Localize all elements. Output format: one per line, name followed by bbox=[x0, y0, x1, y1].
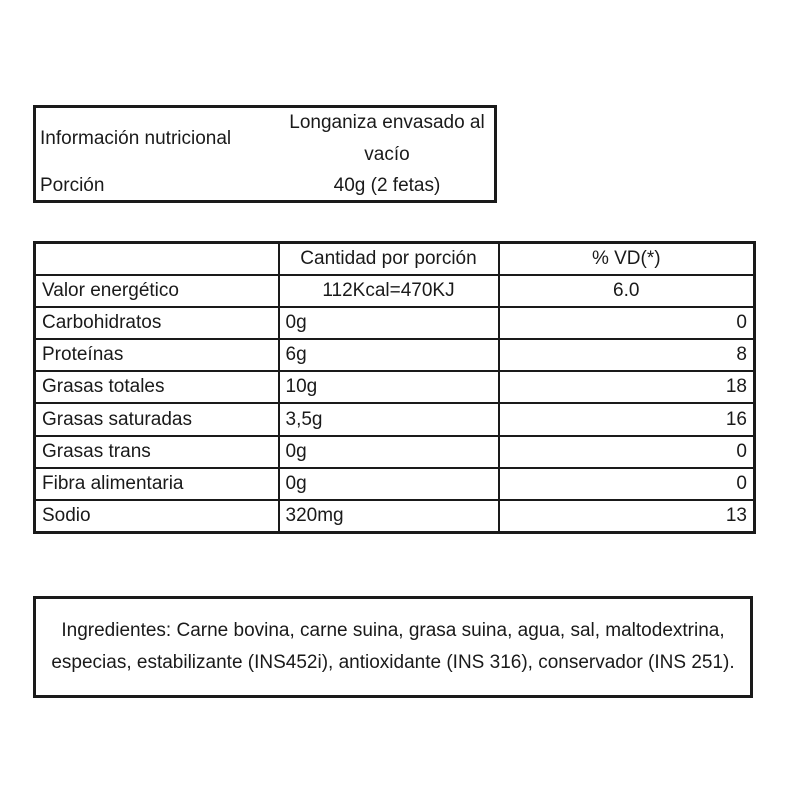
table-row-sodium: Sodio 320mg 13 bbox=[33, 498, 756, 534]
nutrient-vd: 0 bbox=[497, 306, 756, 341]
nutrient-label: Grasas totales bbox=[33, 370, 280, 405]
nutrient-amount: 6g bbox=[277, 338, 500, 373]
table-row-proteins: Proteínas 6g 8 bbox=[33, 338, 756, 373]
table-row-carbohydrates: Carbohidratos 0g 0 bbox=[33, 306, 756, 341]
table-row-saturated-fat: Grasas saturadas 3,5g 16 bbox=[33, 402, 756, 437]
nutrient-vd: 18 bbox=[497, 370, 756, 405]
portion-label: Porción bbox=[40, 175, 105, 196]
table-row-energy: Valor energético 112Kcal=470KJ 6.0 bbox=[33, 274, 756, 309]
nutrient-amount: 112Kcal=470KJ bbox=[277, 274, 500, 309]
info-title: Información nutricional bbox=[40, 128, 232, 149]
table-header-row: Cantidad por porción % VD(*) bbox=[33, 241, 756, 277]
header-table: Información nutricional Longaniza envasa… bbox=[33, 105, 497, 203]
nutrient-vd: 16 bbox=[497, 402, 756, 437]
nutrient-vd: 6.0 bbox=[497, 274, 756, 309]
nutrient-label: Proteínas bbox=[33, 338, 280, 373]
product-name: Longaniza envasado al vacío bbox=[289, 112, 485, 165]
table-row-trans-fat: Grasas trans 0g 0 bbox=[33, 434, 756, 469]
nutrient-amount: 10g bbox=[277, 370, 500, 405]
empty-header-cell bbox=[33, 241, 280, 277]
nutrient-amount: 3,5g bbox=[277, 402, 500, 437]
ingredients-box: Ingredientes: Carne bovina, carne suina,… bbox=[33, 596, 753, 698]
nutrient-amount: 320mg bbox=[277, 498, 500, 534]
nutrient-amount: 0g bbox=[277, 466, 500, 501]
nutrient-amount: 0g bbox=[277, 434, 500, 469]
table-row-total-fat: Grasas totales 10g 18 bbox=[33, 370, 756, 405]
nutrient-label: Sodio bbox=[33, 498, 280, 534]
nutrient-label: Carbohidratos bbox=[33, 306, 280, 341]
nutrient-label: Grasas trans bbox=[33, 434, 280, 469]
portion-value: 40g (2 fetas) bbox=[333, 175, 441, 196]
vd-column-header: % VD(*) bbox=[497, 241, 756, 277]
amount-column-header: Cantidad por porción bbox=[277, 241, 500, 277]
table-row-fiber: Fibra alimentaria 0g 0 bbox=[33, 466, 756, 501]
nutrition-table: Cantidad por porción % VD(*) Valor energ… bbox=[33, 241, 756, 534]
nutrient-vd: 13 bbox=[497, 498, 756, 534]
nutrient-label: Grasas saturadas bbox=[33, 402, 280, 437]
ingredients-text: Ingredientes: Carne bovina, carne suina,… bbox=[51, 620, 735, 673]
nutrient-label: Fibra alimentaria bbox=[33, 466, 280, 501]
nutrient-label: Valor energético bbox=[33, 274, 280, 309]
nutrient-amount: 0g bbox=[277, 306, 500, 341]
nutrient-vd: 0 bbox=[497, 434, 756, 469]
nutrient-vd: 0 bbox=[497, 466, 756, 501]
nutrient-vd: 8 bbox=[497, 338, 756, 373]
